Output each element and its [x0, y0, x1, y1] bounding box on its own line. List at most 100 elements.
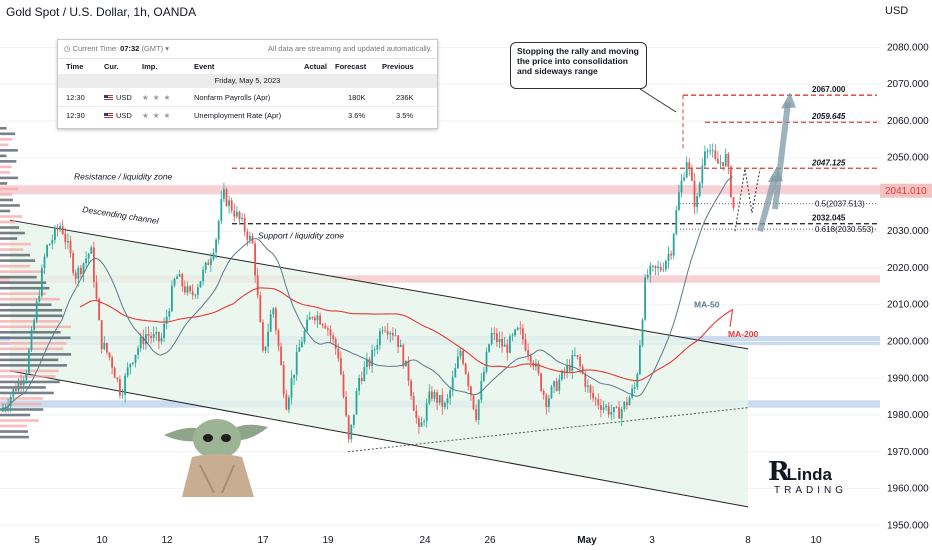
economic-calendar[interactable]: ◷ Current Time: 07:32 (GMT) ▾ All data a…	[57, 39, 438, 129]
candle	[503, 344, 506, 347]
candle	[191, 291, 194, 296]
candle	[100, 320, 103, 350]
candle	[147, 334, 150, 337]
candle	[727, 153, 730, 167]
projection-arrows	[639, 88, 796, 232]
candle	[160, 338, 163, 342]
candle	[516, 327, 519, 330]
candle	[675, 210, 678, 234]
volume-bar	[0, 402, 42, 406]
candle	[459, 350, 462, 357]
candle	[423, 421, 425, 423]
volume-bar	[0, 182, 8, 185]
candle	[618, 407, 620, 419]
candle	[54, 227, 56, 240]
candle	[597, 399, 600, 406]
candle	[386, 331, 389, 335]
candle	[311, 317, 314, 319]
candle	[402, 345, 405, 367]
volume-bar	[0, 220, 16, 224]
volume-bar	[0, 259, 36, 262]
volume-bar	[0, 391, 54, 395]
candle	[410, 380, 412, 396]
volume-bar	[0, 281, 47, 284]
price-level-label: 0.618(2030.553)	[815, 225, 874, 234]
volume-bar	[0, 435, 29, 439]
candle	[254, 243, 256, 276]
candle	[592, 392, 594, 399]
candle	[236, 211, 238, 217]
candle	[145, 334, 147, 345]
candle	[368, 359, 371, 367]
volume-bar	[0, 419, 39, 422]
table-row[interactable]: 12:30 USD ★ ★ ★ Nonfarm Payrolls (Apr) 1…	[58, 90, 437, 107]
candle	[600, 405, 602, 410]
candle	[659, 266, 662, 271]
volume-bar	[0, 132, 16, 136]
candle	[464, 363, 467, 374]
candle	[436, 392, 438, 403]
candle	[282, 364, 285, 395]
col-forecast: Forecast	[335, 62, 367, 71]
candle	[441, 394, 444, 407]
candle	[605, 406, 607, 408]
candle	[662, 269, 665, 271]
candle	[238, 211, 241, 220]
projection-arrow	[757, 175, 778, 232]
volume-bar	[0, 413, 31, 417]
candle	[472, 395, 475, 410]
x-tick-label: 12	[161, 535, 173, 546]
candle	[420, 422, 423, 427]
candle	[451, 377, 454, 391]
candle	[389, 333, 392, 335]
chevron-down-icon[interactable]: ▾	[165, 44, 169, 53]
candle	[262, 322, 264, 351]
ma-200-line	[79, 287, 734, 382]
liquidity-zone	[0, 275, 880, 283]
candle	[449, 390, 451, 399]
candle	[475, 409, 477, 420]
descending-channel-fill	[10, 220, 748, 507]
candle	[77, 267, 80, 279]
candle	[566, 365, 568, 373]
y-tick-label: 2000.000	[887, 336, 929, 347]
candle	[553, 381, 555, 387]
price-level-label: 2032.045	[812, 214, 846, 223]
candle	[730, 166, 732, 198]
candle	[412, 395, 415, 411]
candle	[306, 319, 308, 331]
volume-bar	[0, 275, 37, 279]
volume-bar	[0, 242, 31, 246]
candle	[69, 240, 72, 254]
candle	[59, 225, 61, 230]
candle	[628, 397, 631, 406]
candle	[56, 227, 59, 230]
chart-annotation: Support / liquidity zone	[258, 231, 344, 241]
table-row[interactable]: 12:30 USD ★ ★ ★ Unemployment Rate (Apr) …	[58, 108, 437, 124]
y-tick-label: 2030.000	[887, 226, 929, 237]
logo-initial: R	[768, 457, 790, 487]
candle	[654, 265, 657, 269]
col-event: Event	[194, 62, 215, 71]
candle	[522, 328, 524, 340]
candle	[613, 407, 615, 413]
y-tick-label: 2060.000	[887, 116, 929, 127]
candle	[693, 180, 696, 207]
currency-code: USD	[116, 93, 132, 102]
candle	[64, 233, 67, 243]
candle	[264, 346, 267, 351]
price-level-label: 2059.645	[811, 112, 846, 121]
candle	[106, 342, 108, 353]
volume-bar	[0, 209, 11, 213]
candle	[12, 388, 15, 397]
candle	[267, 331, 269, 347]
volume-bar	[0, 342, 67, 345]
candle	[277, 330, 280, 347]
candle	[93, 247, 95, 283]
candle	[155, 332, 158, 334]
candle	[373, 349, 376, 351]
candle	[321, 324, 324, 326]
candle	[542, 390, 545, 395]
candle	[392, 333, 394, 336]
candle	[698, 183, 701, 197]
